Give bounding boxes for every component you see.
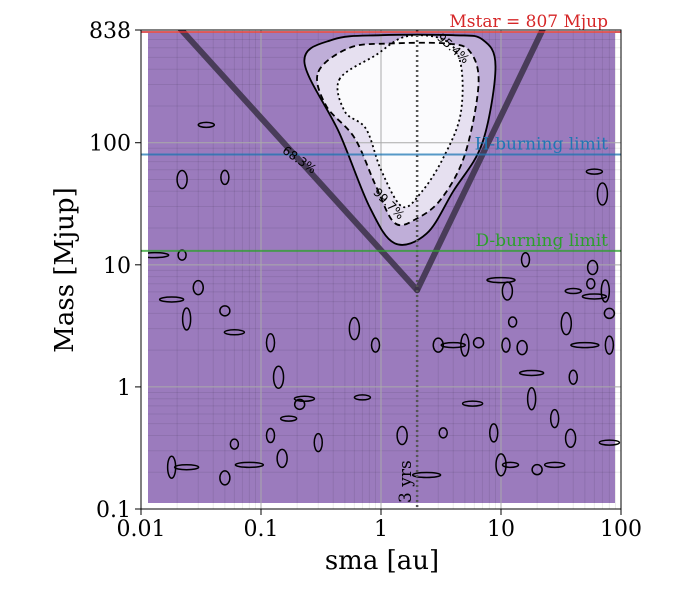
- noise-contour: [173, 463, 200, 471]
- noise-contour: [585, 168, 604, 175]
- period-label: 3 yrs: [396, 460, 416, 503]
- noise-contour: [265, 332, 276, 353]
- noise-contour: [564, 287, 582, 295]
- h-burning-label: H-burning limit: [475, 135, 609, 155]
- noise-contour: [197, 121, 216, 129]
- noise-contour: [158, 296, 185, 303]
- noise-contour: [604, 335, 615, 355]
- noise-contour: [570, 341, 600, 349]
- noise-contour: [220, 169, 230, 186]
- noise-contour: [596, 182, 609, 206]
- noise-contour: [440, 341, 466, 349]
- noise-contour: [293, 395, 316, 402]
- noise-contour: [507, 316, 518, 328]
- noise-contour: [181, 307, 192, 331]
- contour-fill-997: [337, 35, 463, 208]
- noise-contour: [176, 169, 188, 190]
- noise-contour: [501, 337, 511, 353]
- x-tick-label: 10: [487, 517, 515, 542]
- noise-contour: [486, 276, 516, 284]
- noise-contour: [265, 427, 276, 444]
- noise-contour: [531, 463, 543, 476]
- y-tick-label: 838: [89, 19, 131, 44]
- noise-contour: [472, 336, 485, 349]
- y-axis-title: Mass [Mjup]: [50, 187, 80, 352]
- noise-contour: [543, 461, 566, 469]
- v-line-right: [414, 30, 546, 294]
- noise-contour: [353, 394, 372, 401]
- noise-contour: [348, 316, 361, 341]
- mstar-label: Mstar = 807 Mjup: [449, 12, 608, 32]
- contour-line-68: [303, 33, 497, 246]
- noise-contour: [166, 455, 177, 479]
- noise-contour: [603, 307, 616, 320]
- noise-contour: [276, 448, 288, 469]
- y-tick-label: 10: [103, 254, 131, 279]
- noise-contour: [516, 339, 528, 356]
- d-burning-label: D-burning limit: [475, 231, 608, 251]
- noise-contour: [279, 415, 298, 422]
- noise-contour: [432, 337, 445, 353]
- noise-contour: [219, 470, 231, 486]
- noise-contour: [598, 439, 621, 446]
- x-tick-label: 0.1: [244, 517, 279, 542]
- noise-contour: [586, 259, 599, 276]
- y-tick-label: 0.1: [96, 498, 131, 523]
- noise-contour: [313, 432, 324, 453]
- noise-contour: [219, 305, 231, 317]
- noise-contour: [581, 293, 608, 300]
- x-tick-label: 1: [374, 517, 388, 542]
- x-tick-label: 100: [600, 517, 642, 542]
- noise-contour: [568, 369, 578, 385]
- noise-contour: [272, 365, 285, 389]
- noise-contour: [234, 461, 265, 469]
- noise-contour: [488, 423, 499, 443]
- noise-contour: [293, 398, 306, 411]
- noise-contour: [438, 427, 448, 439]
- noise-contour: [564, 428, 577, 448]
- noise-contour: [600, 279, 611, 303]
- noise-contour: [192, 279, 205, 296]
- y-tick-label: 100: [89, 132, 131, 157]
- x-tick-label: 0.01: [117, 517, 166, 542]
- noise-contour: [520, 252, 531, 268]
- v-line-left: [177, 30, 421, 294]
- noise-contour: [560, 311, 573, 336]
- contour-line-997: [336, 34, 464, 209]
- noise-contour: [495, 453, 507, 477]
- noise-contour: [526, 386, 537, 411]
- noise-contour: [549, 408, 560, 429]
- noise-contour: [148, 251, 170, 259]
- noise-contour: [370, 337, 381, 353]
- noise-contour: [460, 333, 470, 357]
- noise-contour: [518, 369, 545, 377]
- noise-contour: [229, 438, 240, 450]
- contour-line-95: [316, 41, 480, 227]
- noise-contour: [501, 461, 520, 469]
- noise-contour: [586, 277, 596, 290]
- noise-contour: [223, 329, 246, 336]
- noise-contour: [396, 425, 408, 446]
- x-axis-title: sma [au]: [325, 546, 439, 576]
- noise-contour: [461, 400, 484, 407]
- noise-contour: [411, 471, 442, 479]
- y-tick-label: 1: [117, 376, 131, 401]
